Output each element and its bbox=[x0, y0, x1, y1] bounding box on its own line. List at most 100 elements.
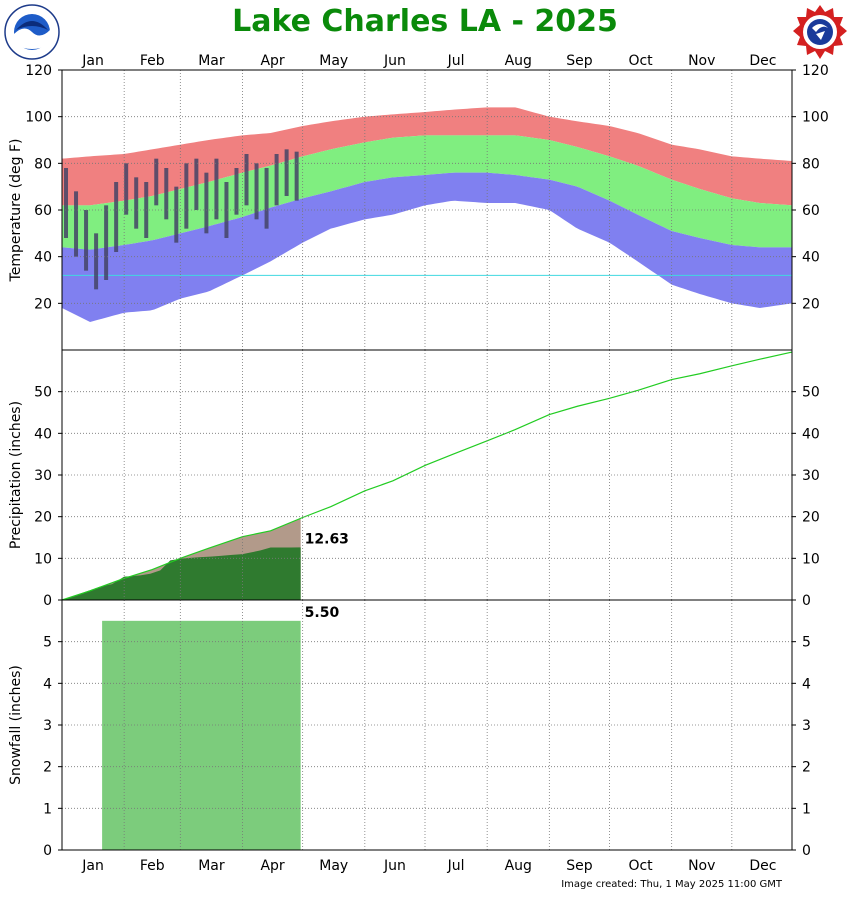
actual-temp-bar bbox=[94, 233, 99, 290]
actual-temp-bar bbox=[64, 168, 69, 238]
record-high-band bbox=[62, 107, 792, 206]
temp-axis-label: Temperature (deg F) bbox=[8, 139, 24, 283]
precip-ytick-label-right: 20 bbox=[802, 510, 820, 526]
snow-ytick-label-right: 3 bbox=[802, 718, 811, 734]
temp-ytick-label-right: 120 bbox=[802, 63, 829, 79]
month-label-bottom: Aug bbox=[505, 858, 532, 874]
month-label-top: Mar bbox=[198, 53, 225, 69]
snow-ytick-label-left: 3 bbox=[43, 718, 52, 734]
precipitation-panel: 12.63 0 0 10 10 20 20 30 30 40 40 50 50 Precipitation… bbox=[8, 349, 820, 609]
precip-ytick-label-right: 0 bbox=[802, 593, 811, 609]
snow-ytick-label-left: 2 bbox=[43, 760, 52, 776]
temp-ytick-label-left: 60 bbox=[34, 203, 52, 219]
temperature-panel: 20 20 40 40 60 60 80 80 100 100 120 120 Temperature … bbox=[8, 63, 829, 351]
temp-ytick-label-right: 20 bbox=[802, 296, 820, 312]
precip-ytick-label-right: 50 bbox=[802, 385, 820, 401]
snow-frame bbox=[61, 599, 793, 851]
chart-title: Lake Charles LA - 2025 bbox=[232, 4, 618, 39]
precip-ytick-label-left: 0 bbox=[43, 593, 52, 609]
month-label-bottom: May bbox=[319, 858, 348, 874]
actual-temp-bar bbox=[154, 158, 159, 206]
actual-temp-bar bbox=[184, 163, 189, 229]
actual-temp-bar bbox=[74, 191, 79, 257]
month-label-bottom: Jan bbox=[81, 858, 104, 874]
actual-temp-bar bbox=[124, 163, 129, 215]
month-label-top: Dec bbox=[749, 53, 776, 69]
temp-ytick-label-left: 100 bbox=[25, 110, 52, 126]
actual-temp-bar bbox=[84, 210, 89, 271]
record-low-band bbox=[62, 172, 792, 322]
month-label-bottom: Apr bbox=[260, 858, 284, 874]
actual-temp-bar bbox=[204, 172, 209, 234]
actual-temp-bar bbox=[174, 186, 179, 243]
month-label-bottom: Jul bbox=[447, 858, 465, 874]
month-label-top: Sep bbox=[566, 53, 593, 69]
precip-actual-area bbox=[62, 547, 301, 600]
month-labels-bottom: Jan Feb Mar Apr May Jun Jul Aug Sep Oct Nov Dec bbox=[81, 858, 776, 874]
actual-temp-bar bbox=[244, 154, 249, 206]
temp-ytick-label-right: 100 bbox=[802, 110, 829, 126]
temp-ytick-label-left: 20 bbox=[34, 296, 52, 312]
snow-ytick-label-left: 0 bbox=[43, 843, 52, 859]
precip-ytick-label-left: 10 bbox=[34, 551, 52, 567]
snow-ytick-label-left: 4 bbox=[43, 676, 52, 692]
snowfall-total-label: 5.50 bbox=[305, 605, 340, 621]
month-label-top: Jan bbox=[81, 53, 104, 69]
temp-ytick-label-left: 80 bbox=[34, 156, 52, 172]
precip-total-label: 12.63 bbox=[305, 531, 349, 547]
month-label-top: Nov bbox=[688, 53, 715, 69]
actual-temp-bar bbox=[274, 154, 279, 206]
precip-ytick-label-left: 50 bbox=[34, 385, 52, 401]
temp-ytick-label-right: 40 bbox=[802, 250, 820, 266]
actual-temp-bar bbox=[254, 163, 259, 220]
precip-normal-line bbox=[61, 351, 793, 601]
snow-ytick-label-right: 4 bbox=[802, 676, 811, 692]
month-label-bottom: Dec bbox=[749, 858, 776, 874]
precip-axis-label: Precipitation (inches) bbox=[8, 401, 24, 549]
actual-temp-bar bbox=[234, 168, 239, 215]
snowfall-bar bbox=[102, 620, 301, 850]
month-label-top: Jul bbox=[447, 53, 465, 69]
temp-ytick-label-right: 60 bbox=[802, 203, 820, 219]
month-label-top: Jun bbox=[383, 53, 406, 69]
month-label-bottom: Feb bbox=[140, 858, 165, 874]
snow-axis-label: Snowfall (inches) bbox=[8, 665, 24, 785]
snow-ytick-label-right: 1 bbox=[802, 801, 811, 817]
precip-ytick-label-right: 30 bbox=[802, 468, 820, 484]
snow-ytick-label-left: 5 bbox=[43, 635, 52, 651]
nws-logo bbox=[792, 4, 848, 60]
actual-temp-bar bbox=[164, 168, 169, 220]
actual-temp-bar bbox=[284, 149, 289, 196]
snow-ytick-label-right: 0 bbox=[802, 843, 811, 859]
precip-ytick-label-right: 10 bbox=[802, 551, 820, 567]
snow-ytick-label-left: 1 bbox=[43, 801, 52, 817]
precip-ytick-label-left: 20 bbox=[34, 510, 52, 526]
actual-temp-bar bbox=[134, 177, 139, 229]
month-label-top: Oct bbox=[628, 53, 653, 69]
actual-temp-bar bbox=[194, 158, 199, 210]
snow-ytick-label-right: 5 bbox=[802, 635, 811, 651]
month-label-bottom: Sep bbox=[566, 858, 593, 874]
actual-temp-bar bbox=[114, 182, 119, 252]
temp-ytick-label-right: 80 bbox=[802, 156, 820, 172]
precip-ytick-label-left: 40 bbox=[34, 426, 52, 442]
month-label-bottom: Oct bbox=[628, 858, 653, 874]
actual-temp-bar bbox=[104, 205, 109, 280]
month-label-top: May bbox=[319, 53, 348, 69]
snow-ytick-label-right: 2 bbox=[802, 760, 811, 776]
image-created-note: Image created: Thu, 1 May 2025 11:00 GMT bbox=[561, 879, 782, 890]
noaa-logo bbox=[4, 4, 60, 60]
precip-ytick-label-left: 30 bbox=[34, 468, 52, 484]
actual-temp-bar bbox=[224, 182, 229, 238]
snowfall-panel: 5.50 0 0 1 1 2 2 3 3 4 4 5 5 Snowfall (inches) bbox=[8, 599, 811, 859]
precip-ytick-label-right: 40 bbox=[802, 426, 820, 442]
month-label-top: Apr bbox=[260, 53, 284, 69]
month-label-bottom: Jun bbox=[383, 858, 406, 874]
month-label-top: Feb bbox=[140, 53, 165, 69]
actual-temp-bar bbox=[214, 158, 219, 220]
month-labels-top: Jan Feb Mar Apr May Jun Jul Aug Sep Oct Nov Dec bbox=[81, 53, 776, 69]
month-label-bottom: Nov bbox=[688, 858, 715, 874]
actual-temp-bar bbox=[294, 151, 299, 201]
month-label-bottom: Mar bbox=[198, 858, 225, 874]
